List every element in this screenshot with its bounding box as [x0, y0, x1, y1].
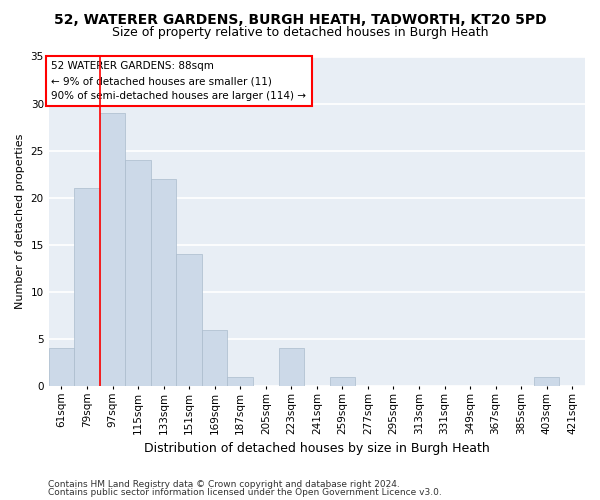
Bar — [534, 376, 559, 386]
Text: Contains HM Land Registry data © Crown copyright and database right 2024.: Contains HM Land Registry data © Crown c… — [48, 480, 400, 489]
X-axis label: Distribution of detached houses by size in Burgh Heath: Distribution of detached houses by size … — [144, 442, 490, 455]
Bar — [100, 113, 125, 386]
Bar — [176, 254, 202, 386]
Text: Size of property relative to detached houses in Burgh Heath: Size of property relative to detached ho… — [112, 26, 488, 39]
Bar — [151, 179, 176, 386]
Bar — [74, 188, 100, 386]
Bar — [49, 348, 74, 386]
Bar — [125, 160, 151, 386]
Bar — [329, 376, 355, 386]
Text: Contains public sector information licensed under the Open Government Licence v3: Contains public sector information licen… — [48, 488, 442, 497]
Bar — [278, 348, 304, 386]
Y-axis label: Number of detached properties: Number of detached properties — [15, 134, 25, 309]
Text: 52, WATERER GARDENS, BURGH HEATH, TADWORTH, KT20 5PD: 52, WATERER GARDENS, BURGH HEATH, TADWOR… — [53, 12, 547, 26]
Text: 52 WATERER GARDENS: 88sqm
← 9% of detached houses are smaller (11)
90% of semi-d: 52 WATERER GARDENS: 88sqm ← 9% of detach… — [52, 62, 307, 101]
Bar — [227, 376, 253, 386]
Bar — [202, 330, 227, 386]
